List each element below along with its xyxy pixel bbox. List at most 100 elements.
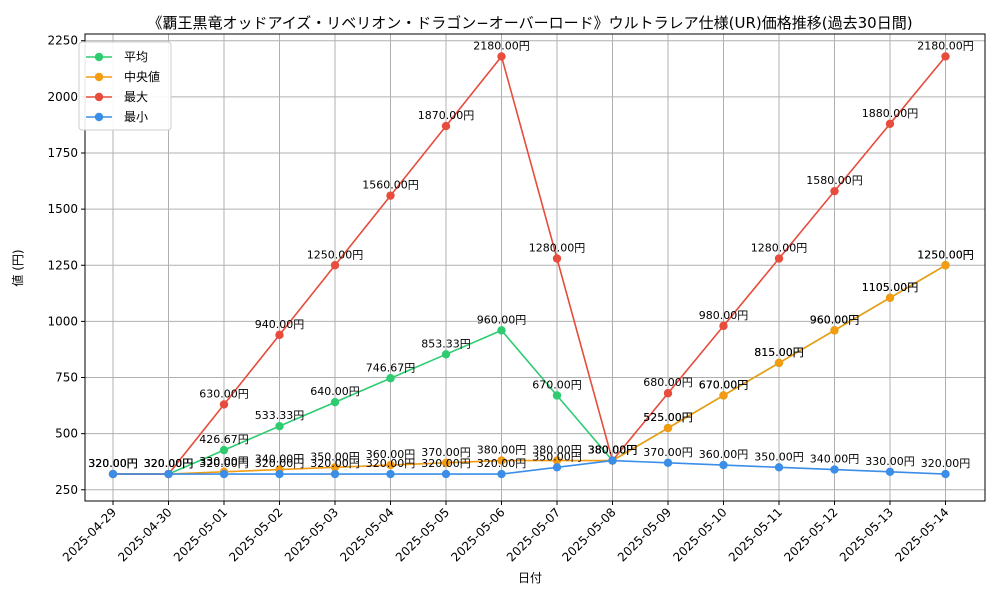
data-label: 360.00円 — [699, 448, 749, 461]
data-label: 525.00円 — [643, 411, 693, 424]
data-label: 960.00円 — [477, 313, 527, 326]
data-point — [719, 321, 728, 331]
legend-label: 中央値 — [124, 69, 160, 84]
data-label: 350.00円 — [310, 450, 360, 463]
y-tick-label: 1500 — [47, 202, 78, 216]
data-label: 533.33円 — [255, 409, 305, 422]
data-point — [330, 261, 340, 270]
data-label: 630.00円 — [199, 387, 249, 400]
data-point — [441, 458, 451, 468]
x-tick-label: 2025-05-02 — [226, 505, 285, 564]
legend-swatch-marker — [94, 112, 104, 122]
data-point — [497, 52, 506, 61]
x-tick-label: 2025-05-08 — [559, 505, 618, 564]
data-point — [885, 293, 895, 303]
chart-title: 《覇王黒竜オッドアイズ・リベリオン・ドラゴン−オーバーロード》ウルトラレア仕様(… — [147, 14, 912, 32]
data-point — [608, 456, 617, 465]
data-point — [219, 445, 229, 455]
data-label: 350.00円 — [532, 450, 582, 463]
data-label: 940.00円 — [255, 318, 305, 331]
x-tick-label: 2025-05-07 — [504, 505, 563, 564]
data-label: 320.00円 — [921, 457, 971, 470]
data-label: 1280.00円 — [529, 242, 586, 255]
data-label: 1560.00円 — [362, 179, 419, 192]
data-point — [719, 460, 728, 470]
data-label: 670.00円 — [699, 378, 749, 391]
data-label: 320.00円 — [88, 457, 138, 470]
data-point — [386, 191, 395, 200]
y-tick-label: 1750 — [47, 146, 78, 160]
data-point — [497, 469, 506, 479]
data-label: 1250.00円 — [917, 248, 974, 261]
data-label: 360.00円 — [366, 448, 416, 461]
data-label: 320.00円 — [88, 457, 138, 470]
x-tick-label: 2025-05-09 — [615, 505, 674, 564]
data-label: 320.00円 — [310, 457, 360, 470]
y-tick-label: 750 — [55, 371, 78, 385]
data-label: 980.00円 — [699, 309, 749, 322]
data-label: 340.00円 — [810, 453, 860, 466]
data-point — [663, 423, 673, 433]
x-tick-label: 2025-05-01 — [171, 505, 230, 564]
data-label: 380.00円 — [588, 444, 638, 457]
data-label: 1250.00円 — [307, 248, 364, 261]
data-point — [275, 469, 284, 479]
series-line — [113, 264, 946, 475]
y-tick-label: 250 — [55, 483, 78, 497]
legend-swatch-marker — [94, 72, 104, 82]
data-label: 320.00円 — [421, 457, 471, 470]
legend-swatch-marker — [94, 52, 104, 62]
x-tick-label: 2025-04-29 — [60, 505, 119, 564]
y-tick-label: 2250 — [47, 34, 78, 48]
y-tick-label: 2000 — [47, 90, 78, 104]
x-tick-label: 2025-05-13 — [837, 505, 896, 564]
data-point — [885, 467, 895, 477]
data-label: 1105.00円 — [862, 281, 919, 294]
data-label: 320.00円 — [144, 457, 194, 470]
data-label: 746.67円 — [366, 361, 416, 374]
data-labels: 320.00円 320.00円 426.67円 533.33円 640.00円 746.6… — [88, 39, 974, 470]
series-line — [113, 54, 947, 475]
data-label: 670.00円 — [532, 378, 582, 391]
x-tick-label: 2025-05-11 — [726, 505, 785, 564]
x-tick-label: 2025-05-12 — [781, 505, 840, 564]
data-point — [552, 391, 562, 400]
data-label: 370.00円 — [643, 446, 693, 459]
y-tick-label: 500 — [55, 427, 78, 441]
data-point — [719, 391, 728, 400]
x-tick-label: 2025-05-03 — [282, 505, 341, 564]
data-point — [497, 326, 506, 335]
data-point — [774, 254, 784, 263]
data-label: 380.00円 — [477, 444, 527, 457]
data-point — [830, 465, 839, 474]
x-tick-label: 2025-05-04 — [337, 505, 396, 564]
data-point — [275, 330, 284, 340]
data-label: 960.00円 — [810, 313, 860, 326]
data-label: 525.00円 — [643, 411, 693, 424]
legend-swatch-marker — [94, 92, 104, 102]
data-label: 320.00円 — [255, 457, 305, 470]
data-point — [330, 463, 340, 472]
y-tick-label: 1000 — [47, 314, 78, 328]
data-label: 320.00円 — [366, 457, 416, 470]
data-point — [552, 463, 562, 472]
data-label: 1870.00円 — [418, 109, 475, 122]
data-point — [552, 456, 562, 465]
data-label: 680.00円 — [643, 376, 693, 389]
data-label: 1105.00円 — [862, 281, 919, 294]
data-point — [330, 398, 340, 407]
data-point — [441, 350, 451, 359]
data-point — [774, 463, 784, 472]
data-point — [219, 400, 229, 409]
data-point — [386, 374, 395, 383]
data-label: 380.00円 — [588, 444, 638, 457]
y-tick-label: 1250 — [47, 258, 78, 272]
data-label: 370.00円 — [421, 446, 471, 459]
x-tick-label: 2025-04-30 — [115, 505, 174, 564]
legend-label: 最小 — [124, 110, 148, 124]
x-tick-label: 2025-05-10 — [670, 505, 729, 564]
plot-area-frame — [84, 33, 986, 502]
data-point — [941, 469, 950, 479]
data-label: 815.00円 — [754, 346, 804, 359]
x-axis: 2025-04-292025-04-302025-05-012025-05-02… — [60, 501, 952, 564]
